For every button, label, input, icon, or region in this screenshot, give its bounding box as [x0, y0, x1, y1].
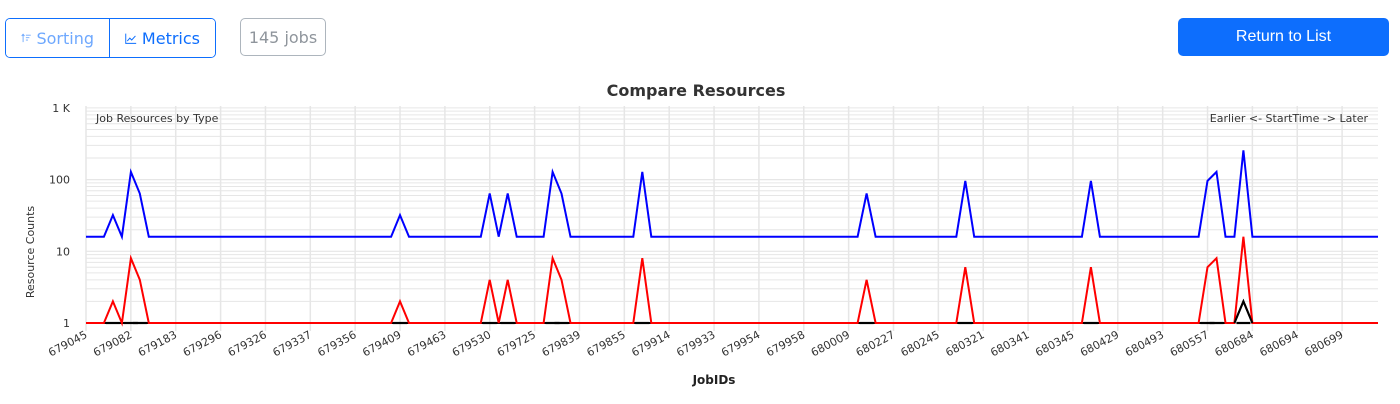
x-tick-label: 680321 — [943, 328, 986, 359]
jobs-count-badge: 145 jobs — [240, 18, 326, 56]
chart-subtitle-left: Job Resources by Type — [95, 112, 219, 125]
toolbar: Sorting Metrics 145 jobs Return to List — [0, 0, 1400, 70]
sort-ascending-icon — [21, 33, 31, 43]
x-tick-label: 679958 — [764, 328, 807, 359]
compare-resources-chart: Compare Resources 1 10 100 1 K 679045 679082… — [0, 70, 1400, 400]
x-tick-label: 679725 — [495, 328, 538, 359]
y-tick-label: 1 K — [52, 102, 70, 115]
series-line-red — [86, 236, 1378, 327]
x-tick-label: 679954 — [719, 328, 762, 359]
chart-lines — [86, 150, 1378, 327]
x-tick-label: 679183 — [136, 328, 179, 359]
x-tick-label: 679914 — [629, 328, 672, 359]
x-tick-label: 680684 — [1213, 328, 1256, 359]
sorting-button[interactable]: Sorting — [6, 19, 110, 57]
view-toggle-group: Sorting Metrics — [5, 18, 216, 58]
x-tick-label: 679356 — [315, 328, 358, 359]
x-tick-label: 680557 — [1168, 328, 1211, 359]
x-tick-label: 679409 — [360, 328, 403, 359]
line-chart-icon — [125, 33, 137, 44]
series-line-blue — [86, 150, 1378, 241]
metrics-button[interactable]: Metrics — [110, 19, 215, 57]
x-tick-label: 679326 — [226, 328, 269, 359]
x-tick-label: 679530 — [450, 328, 493, 359]
x-tick-label: 680429 — [1078, 328, 1121, 359]
y-tick-label: 1 — [63, 317, 70, 330]
chart-canvas: Compare Resources 1 10 100 1 K 679045 679082… — [24, 81, 1378, 387]
sorting-label: Sorting — [36, 28, 94, 48]
x-tick-label: 679045 — [46, 328, 89, 359]
y-axis: 1 10 100 1 K — [49, 102, 71, 330]
chart-title: Compare Resources — [607, 81, 786, 100]
x-tick-label: 680493 — [1123, 328, 1166, 359]
x-tick-label: 679855 — [585, 328, 628, 359]
x-tick-label: 680245 — [899, 328, 942, 359]
x-tick-label: 680694 — [1257, 328, 1300, 359]
chart-grid — [85, 106, 1378, 331]
x-tick-label: 680699 — [1302, 328, 1345, 359]
x-tick-label: 680341 — [988, 328, 1031, 359]
y-axis-label: Resource Counts — [24, 206, 37, 299]
x-axis-label: JobIDs — [692, 373, 736, 387]
x-axis: 679045 679082 679183 679296 679326 679337 6793… — [46, 328, 1345, 359]
y-tick-label: 100 — [49, 174, 70, 187]
metrics-label: Metrics — [141, 28, 200, 48]
x-tick-label: 680009 — [809, 328, 852, 359]
x-tick-label: 679296 — [181, 328, 224, 359]
x-tick-label: 679839 — [540, 328, 583, 359]
x-tick-label: 679082 — [91, 328, 134, 359]
x-tick-label: 679337 — [271, 328, 314, 359]
return-to-list-button[interactable]: Return to List — [1178, 18, 1389, 56]
x-tick-label: 679933 — [674, 328, 717, 359]
chart-subtitle-right: Earlier <- StartTime -> Later — [1210, 112, 1369, 125]
x-tick-label: 680345 — [1033, 328, 1076, 359]
y-tick-label: 10 — [56, 245, 70, 258]
series-line-black — [86, 298, 1378, 324]
x-tick-label: 680227 — [854, 328, 897, 359]
x-tick-label: 679463 — [405, 328, 448, 359]
